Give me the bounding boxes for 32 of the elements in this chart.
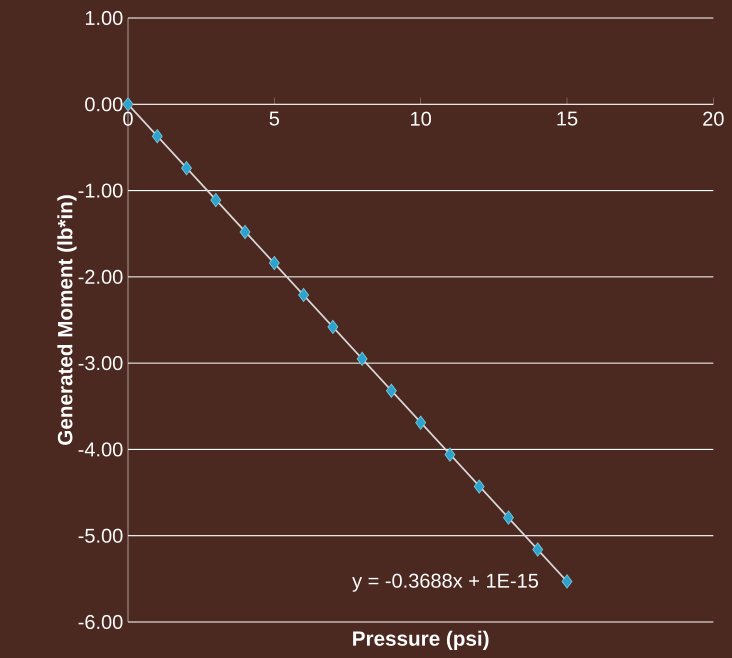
y-tick-label: -5.00: [78, 528, 122, 543]
point: [444, 448, 456, 462]
point: [210, 193, 222, 208]
point: [122, 97, 134, 112]
point: [152, 129, 163, 144]
y-axis-title: Generated Moment (lb*in): [57, 195, 77, 445]
annotation: y = -0.3688x + 1E-15: [352, 574, 538, 592]
point: [240, 224, 250, 240]
x-tick-label: 0: [123, 112, 133, 126]
point: [474, 479, 485, 494]
y-tick-label: -1.00: [78, 183, 122, 198]
y-tick-label: -4.00: [78, 442, 122, 456]
point: [532, 542, 544, 557]
y-tick-label: -3.00: [78, 356, 122, 370]
point: [503, 510, 514, 525]
point: [181, 161, 192, 176]
y-tick-label: -2.00: [78, 270, 122, 284]
point: [268, 256, 280, 270]
y-tick-label: 1.00: [86, 10, 122, 26]
x-tick-label: 20: [703, 112, 724, 126]
x-tick-label: 15: [557, 112, 578, 126]
point: [356, 352, 368, 366]
x-tick-label: 5: [270, 112, 280, 126]
x-tick-label: 10: [411, 112, 431, 126]
x-axis-title: Pressure (psi): [353, 630, 489, 650]
y-tick-label: -6.00: [78, 614, 122, 630]
y-tick-label: 0.00: [85, 97, 122, 112]
point: [327, 320, 338, 334]
point: [298, 288, 309, 302]
point: [562, 574, 572, 589]
point: [386, 384, 397, 398]
point: [415, 416, 426, 430]
